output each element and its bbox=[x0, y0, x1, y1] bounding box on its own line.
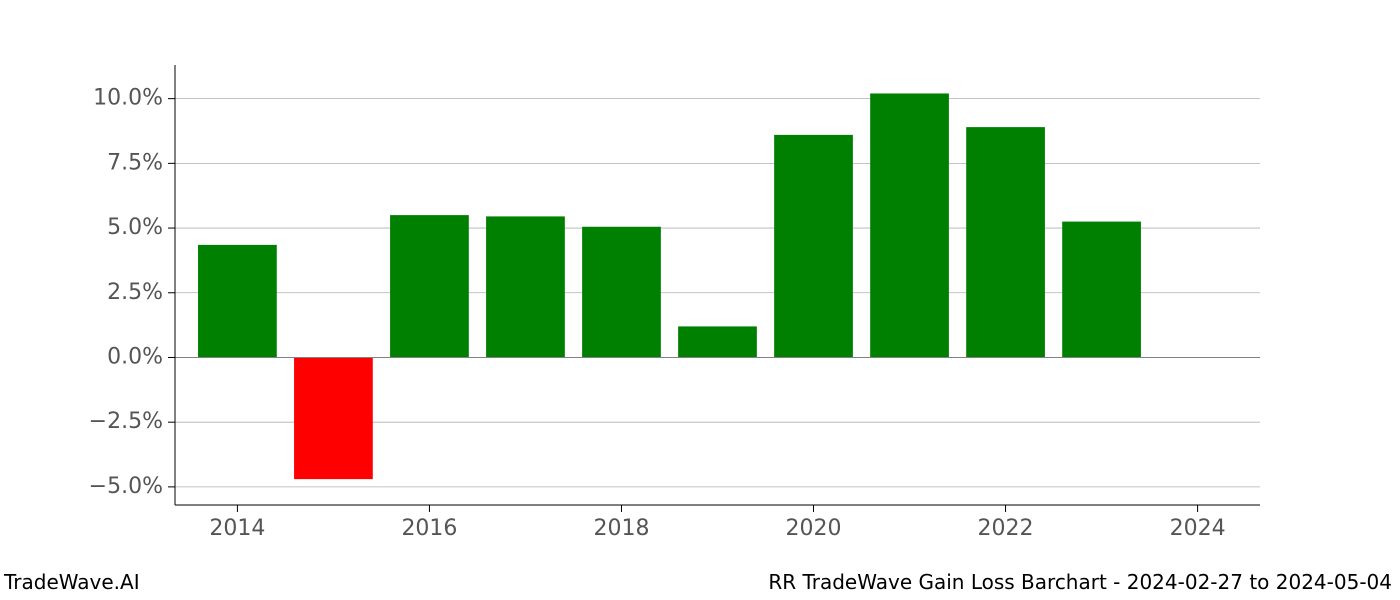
y-tick-label: 5.0% bbox=[107, 215, 163, 240]
bar bbox=[486, 216, 565, 357]
x-tick-label: 2016 bbox=[401, 516, 457, 541]
x-tick-label: 2022 bbox=[978, 516, 1034, 541]
brand-label: TradeWave.AI bbox=[4, 570, 140, 594]
x-tick-label: 2014 bbox=[209, 516, 265, 541]
y-tick-label: 10.0% bbox=[93, 86, 163, 111]
chart-caption: RR TradeWave Gain Loss Barchart - 2024-0… bbox=[768, 570, 1392, 594]
y-tick-label: 7.5% bbox=[107, 150, 163, 175]
bar bbox=[870, 93, 949, 357]
x-tick-label: 2024 bbox=[1170, 516, 1226, 541]
bar bbox=[1062, 222, 1141, 358]
gain-loss-barchart: −5.0% −2.5% 0.0% 2.5% 5.0% 7.5% 10.0% 2014 2016… bbox=[0, 0, 1400, 600]
bar bbox=[390, 215, 469, 357]
bar bbox=[198, 245, 277, 358]
y-tick-label: 2.5% bbox=[107, 280, 163, 305]
y-tick-label: −5.0% bbox=[89, 474, 163, 499]
y-tick-label: 0.0% bbox=[107, 344, 163, 369]
bar bbox=[966, 127, 1045, 357]
y-tick-label: −2.5% bbox=[89, 409, 163, 434]
bar bbox=[294, 357, 373, 479]
x-tick-label: 2020 bbox=[786, 516, 842, 541]
bar bbox=[774, 135, 853, 358]
bar bbox=[582, 227, 661, 358]
x-tick-label: 2018 bbox=[593, 516, 649, 541]
bar bbox=[678, 326, 757, 357]
